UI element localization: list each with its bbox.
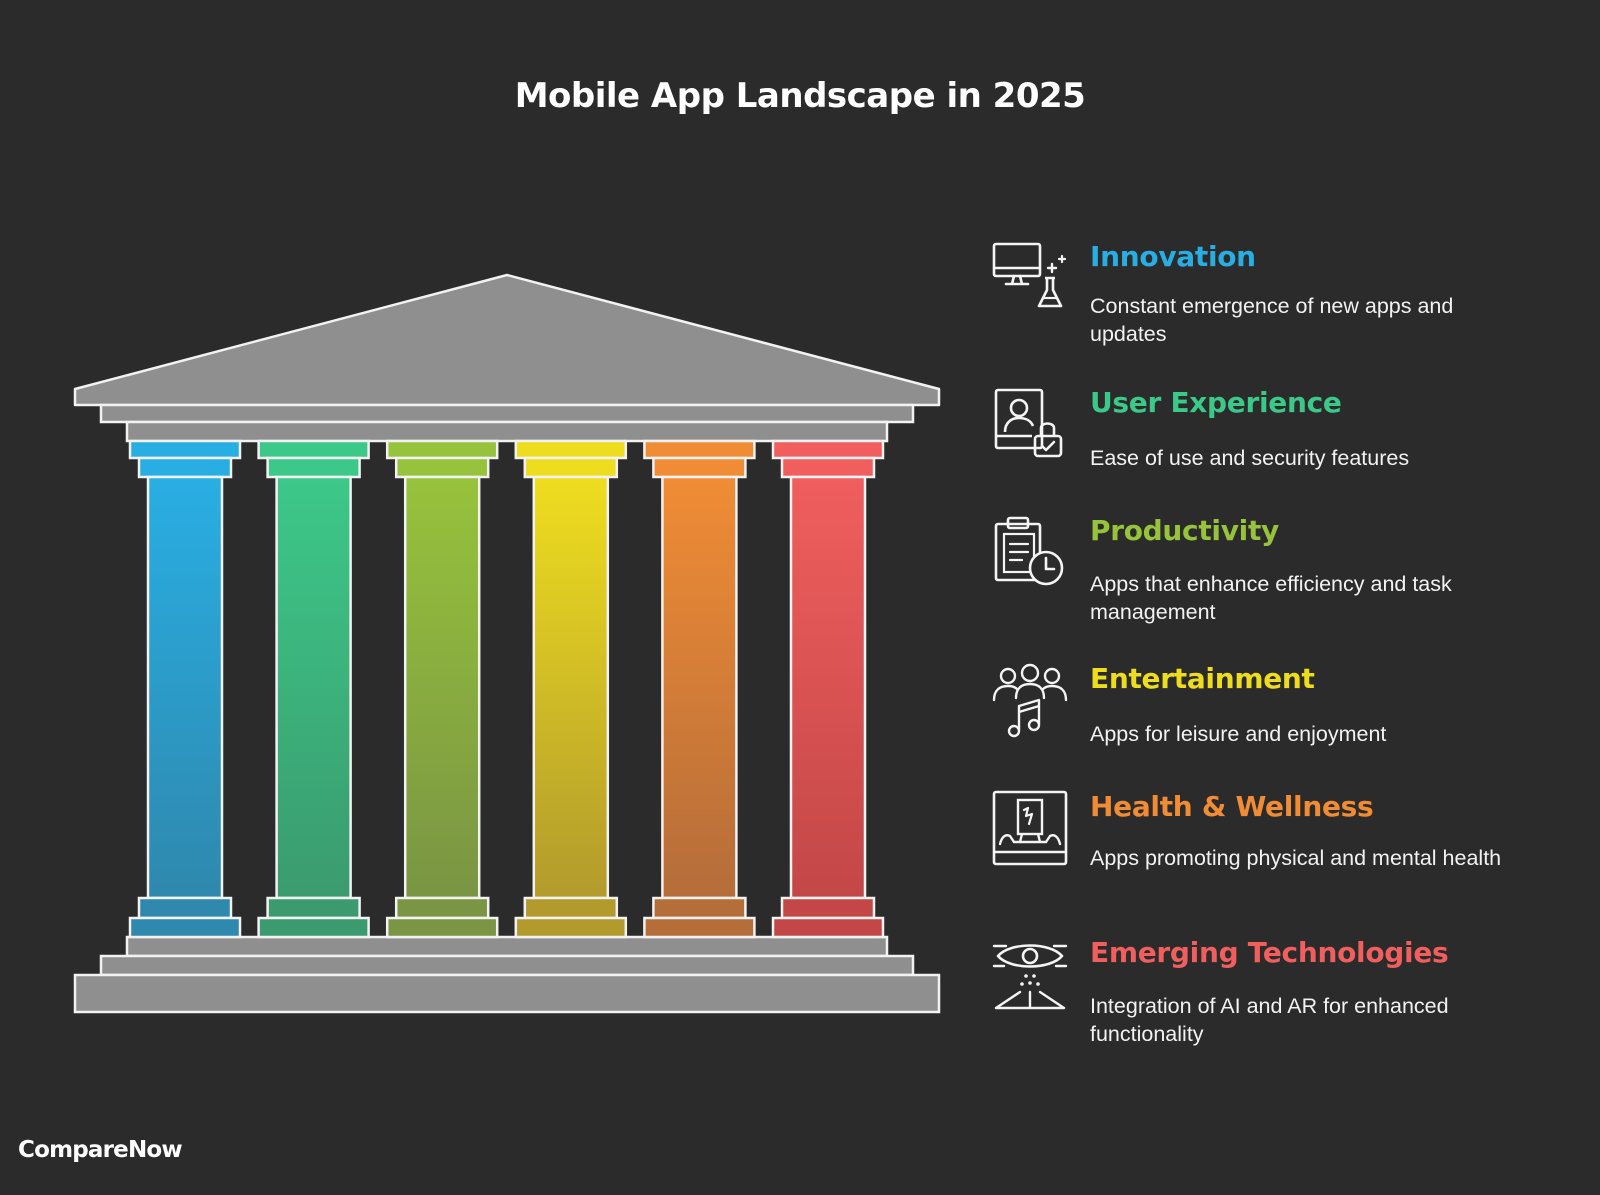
column-capital-bottom [780,456,876,479]
column-capital-bottom [523,456,619,479]
pillar-description-entertainment: Apps for leisure and enjoyment [1090,722,1387,746]
pillar-description-user-experience: Ease of use and security features [1090,446,1410,470]
pillar-description-productivity: Apps that enhance efficiency and task ma… [1090,572,1452,624]
column-base-bottom [385,916,499,939]
column-base-top [266,896,361,920]
pillar-title-emerging-technologies: Emerging Technologies [1090,936,1449,969]
column-shaft [275,475,352,900]
column-capital-bottom [394,456,490,479]
column-5 [643,439,756,939]
pillar-title-user-experience: User Experience [1090,386,1342,419]
column-base-top [394,896,490,920]
column-base-bottom [128,916,242,939]
column-6 [771,439,885,939]
column-base-top [137,896,233,920]
column-4 [514,439,628,939]
temple-stylobate [125,935,889,958]
pillar-description-innovation: Constant emergence of new apps and updat… [1090,294,1454,346]
pillar-title-health-wellness: Health & Wellness [1090,790,1374,823]
column-base-bottom [643,916,756,939]
column-shaft [661,475,738,900]
computer-flask-icon [992,240,1068,316]
temple-diagram [73,273,941,1014]
column-shaft [146,475,224,900]
pillar-title-innovation: Innovation [1090,240,1256,273]
pillar-description-emerging-technologies: Integration of AI and AR for enhanced fu… [1090,994,1449,1046]
temple-roof [73,273,941,407]
column-shaft [403,475,481,900]
group-music-icon [992,662,1068,738]
health-monitor-icon [992,790,1068,866]
column-capital-top [643,439,756,460]
column-capital-bottom [137,456,233,479]
column-base-top [652,896,747,920]
column-2 [257,439,370,939]
clipboard-clock-icon [992,514,1068,590]
column-base-bottom [514,916,628,939]
column-shaft [532,475,610,900]
column-base-bottom [257,916,370,939]
column-capital-bottom [266,456,361,479]
column-capital-top [385,439,499,460]
brand-logo: CompareNow [18,1137,183,1163]
eye-tech-icon [992,936,1068,1012]
temple-structure [73,273,941,1014]
user-lock-icon [992,386,1068,462]
column-base-bottom [771,916,885,939]
column-shaft [789,475,867,900]
column-capital-top [514,439,628,460]
temple-step-middle [99,954,915,977]
column-capital-bottom [652,456,747,479]
temple-entablature-upper [99,403,915,424]
pillar-title-productivity: Productivity [1090,514,1280,547]
pillar-description-health-wellness: Apps promoting physical and mental healt… [1090,846,1502,870]
column-base-top [780,896,876,920]
pillar-title-entertainment: Entertainment [1090,662,1315,695]
temple-step-bottom [73,973,941,1014]
column-1 [128,439,242,939]
temple-entablature-lower [125,420,889,443]
column-3 [385,439,499,939]
column-base-top [523,896,619,920]
page-title: Mobile App Landscape in 2025 [514,76,1086,116]
column-capital-top [257,439,370,460]
column-capital-top [771,439,885,460]
column-capital-top [128,439,242,460]
